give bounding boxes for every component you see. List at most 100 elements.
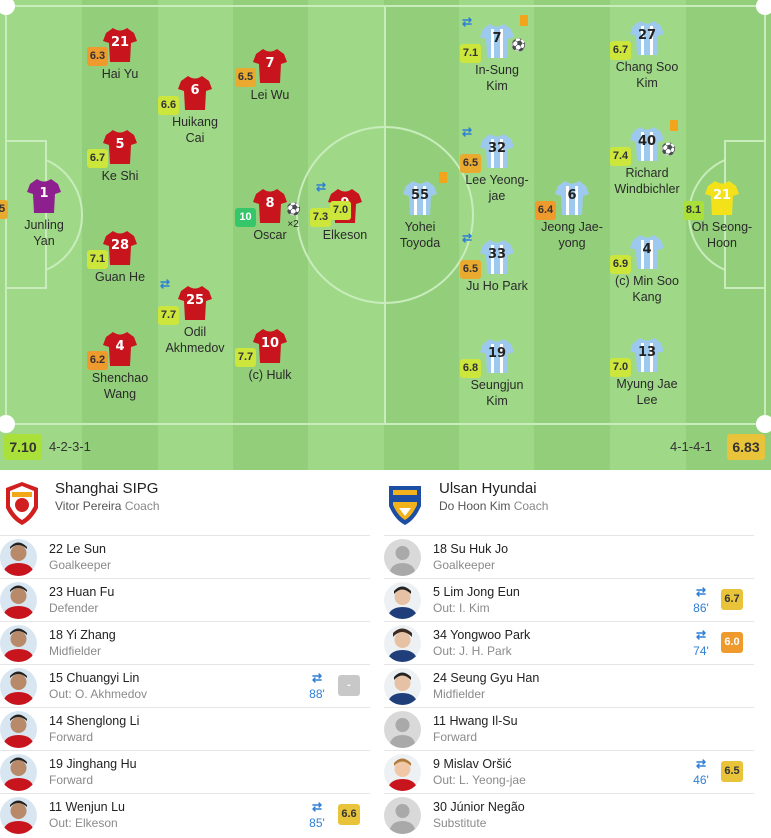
swap-arrows-icon: ⇄ [695,628,707,642]
shirt-icon: 4 [103,331,137,367]
list-item[interactable]: 11 Wenjun Lu Out: Elkeson ⇄ 85' 6.6 [0,793,370,836]
player-name: Richard Windbichler [614,166,680,196]
away-player-dm[interactable]: 6 6.4 Jeong Jae-yong [517,180,627,251]
sub-name[interactable]: Hwang Il-Su [449,714,518,728]
home-team-header[interactable]: Shanghai SIPG Vitor Pereira Coach [55,480,160,530]
list-item[interactable]: 11 Hwang Il-Su Forward [384,707,754,750]
player-rating: 6.7 [610,41,631,60]
sub-detail: Forward [49,773,94,787]
shirt-icon: 55 [403,180,437,216]
sub-detail: Out: J. H. Park [433,644,512,658]
sub-detail: Forward [49,730,94,744]
sub-name[interactable]: Huan Fu [66,585,115,599]
field-lines [0,0,771,433]
away-player-lb[interactable]: 27 6.7 Chang Soo Kim [592,20,702,91]
sub-name[interactable]: Su Huk Jo [450,542,509,556]
list-item[interactable]: 14 Shenglong Li Forward [0,707,370,750]
shirt-icon: 40 [630,126,664,162]
list-item[interactable]: 18 Su Huk Jo Goalkeeper [384,535,754,578]
list-item[interactable]: 5 Lim Jong Eun Out: I. Kim ⇄ 86' 6.7 [384,578,754,621]
home-player-rb[interactable]: 4 6.2 Shenchao Wang [65,331,175,402]
sub-name[interactable]: Le Sun [66,542,107,556]
avatar [384,711,421,748]
sub-minute: 74' [693,644,709,658]
pitch: 1 6.5 Junling Yan 21 6.3 Hai Yu 5 6.7 Ke… [0,0,771,470]
sub-name[interactable]: Seung Gyu Han [450,671,540,685]
sub-number: 18 [433,542,447,556]
sub-name[interactable]: Chuangyi Lin [66,671,140,685]
home-player-lw[interactable]: 7 6.5 Lei Wu [215,48,325,103]
away-player-lcb[interactable]: 40 ⚽ 7.4 Richard Windbichler [592,120,702,197]
sub-rating: 6.6 [338,804,360,825]
home-player-lcb[interactable]: 5 6.7 Ke Shi [65,129,175,184]
away-player-rw[interactable]: 19 6.8 Seungjun Kim [442,338,552,409]
away-player-lw[interactable]: ⇄ 7 ⚽ 7.1 In-Sung Kim [442,15,552,94]
avatar [0,668,37,705]
player-name: Oh Seong-Hoon [691,220,753,250]
away-team-name[interactable]: Ulsan Hyundai [439,480,537,497]
player-rating: 6.5 [460,154,481,173]
sub-name[interactable]: Júnior Negão [450,800,525,814]
player-rating: 7.0 [610,358,631,377]
list-item[interactable]: 19 Jinghang Hu Forward [0,750,370,793]
football-icon: ⚽ [511,38,526,52]
list-item[interactable]: 24 Seung Gyu Han Midfielder [384,664,754,707]
away-player-st[interactable]: 55 7.0 Yohei Toyoda [330,172,475,251]
swap-arrows-icon: ⇄ [462,15,473,29]
shirt-icon: 32 [480,133,514,169]
player-rating: 7.1 [460,44,481,63]
sub-name[interactable]: Mislav Oršić [443,757,512,771]
yellow-card-icon [670,120,678,131]
player-name: Guan He [94,270,146,284]
sub-name[interactable]: Wenjun Lu [65,800,126,814]
list-item[interactable]: 23 Huan Fu Defender [0,578,370,621]
sub-name[interactable]: Yi Zhang [66,628,116,642]
home-player-dm2[interactable]: ⇄ 25 7.7 Odil Akhmedov [140,277,250,356]
list-item[interactable]: 9 Mislav Oršić Out: L. Yeong-jae ⇄ 46' 6.… [384,750,754,793]
sub-rating: 6.5 [721,761,743,782]
list-item[interactable]: 34 Yongwoo Park Out: J. H. Park ⇄ 74' 6.0 [384,621,754,664]
away-player-rm[interactable]: ⇄ 33 6.5 Ju Ho Park [442,231,552,294]
sub-detail: Out: O. Akhmedov [49,687,148,701]
home-coach: Vitor Pereira Coach [55,499,160,513]
sub-number: 11 [49,800,62,814]
list-item[interactable]: 15 Chuangyi Lin Out: O. Akhmedov ⇄ 88' - [0,664,370,707]
player-rating: 8.1 [683,201,704,220]
sub-rating: 6.0 [721,632,743,653]
away-player-rb[interactable]: 13 7.0 Myung Jae Lee [592,337,702,408]
player-rating: 6.2 [87,351,108,370]
sub-number: 34 [433,628,447,642]
home-player-dm1[interactable]: 6 6.6 Huikang Cai [140,75,250,146]
player-name: Yohei Toyoda [399,220,441,250]
player-name: Chang Soo Kim [615,60,679,90]
away-player-lm[interactable]: ⇄ 32 6.5 Lee Yeong-jae [442,125,552,204]
home-player-rcb[interactable]: 28 7.1 Guan He [65,230,175,285]
home-player-gk[interactable]: 1 6.5 Junling Yan [0,178,99,249]
sub-detail: Out: Elkeson [49,816,118,830]
away-player-rcb[interactable]: 4 6.9 (c) Min Soo Kang [592,234,702,305]
list-item[interactable]: 30 Júnior Negão Substitute [384,793,754,836]
player-rating: 6.3 [87,47,108,66]
home-substitutes-list: 22 Le Sun Goalkeeper 23 Huan Fu Defender 1… [0,535,370,836]
goal-count: ×2 [287,219,299,230]
home-player-lb[interactable]: 21 6.3 Hai Yu [65,27,175,82]
sub-number: 30 [433,800,447,814]
away-player-gk[interactable]: 21 8.1 Oh Seong-Hoon [667,180,771,251]
sub-detail: Substitute [433,816,487,830]
home-player-rw[interactable]: 10 7.7 (c) Hulk [215,328,325,383]
player-name: Oscar [253,228,287,242]
away-team-header[interactable]: Ulsan Hyundai Do Hoon Kim Coach [439,480,548,530]
shirt-icon: 13 [630,337,664,373]
sub-name[interactable]: Lim Jong Eun [443,585,520,599]
player-rating: 7.0 [330,201,351,220]
player-rating: 7.7 [158,306,179,325]
sub-name[interactable]: Shenglong Li [66,714,140,728]
list-item[interactable]: 22 Le Sun Goalkeeper [0,535,370,578]
home-team-name[interactable]: Shanghai SIPG [55,480,159,497]
sub-name[interactable]: Yongwoo Park [450,628,531,642]
sub-name[interactable]: Jinghang Hu [66,757,137,771]
home-player-am[interactable]: 8 10 ⚽ ×2 Oscar [215,188,325,243]
sub-rating: - [338,675,360,696]
sub-detail: Midfielder [49,644,102,658]
list-item[interactable]: 18 Yi Zhang Midfielder [0,621,370,664]
